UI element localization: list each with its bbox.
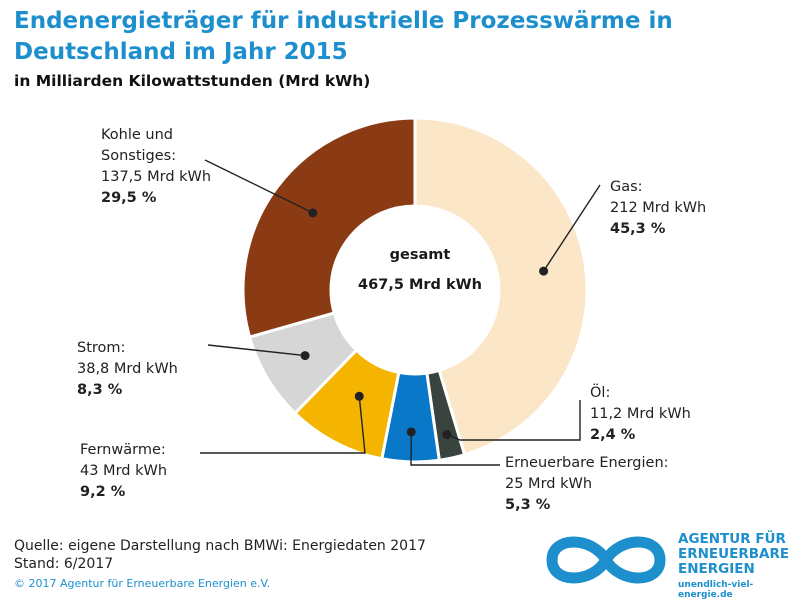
label-kohle: Kohle und Sonstiges: 137,5 Mrd kWh 29,5 … [101,125,211,209]
label-oel-name: Öl: [590,385,611,401]
logo-line2: ERNEUERBARE [678,546,790,562]
logo-line1: AGENTUR FÜR [678,531,786,547]
label-kohle-name2: Sonstiges: [101,148,177,164]
status-date: Stand: 6/2017 [14,556,114,572]
label-erneuerbare-name: Erneuerbare Energien: [505,455,669,471]
chart-title: Endenergieträger für industrielle Prozes… [14,8,673,65]
label-oel-value: 11,2 Mrd kWh [590,406,691,422]
label-fernwaerme-value: 43 Mrd kWh [80,463,168,479]
leader-dot-erneuerbare [406,427,416,437]
label-erneuerbare-percent: 5,3 % [505,497,551,513]
label-erneuerbare-value: 25 Mrd kWh [505,476,593,492]
label-kohle-percent: 29,5 % [101,190,157,206]
leader-line-fernwaerme [200,396,366,454]
logo-url: unendlich-viel-energie.de [678,580,754,600]
logo-text: AGENTUR FÜR ERNEUERBARE ENERGIEN [678,532,789,577]
center-value: 467,5 Mrd kWh [358,277,482,293]
label-strom: Strom: 38,8 Mrd kWh 8,3 % [77,338,178,401]
slice-kohle [241,116,417,339]
chart-subtitle: in Milliarden Kilowattstunden (Mrd kWh) [14,72,371,90]
source-note: Quelle: eigene Darstellung nach BMWi: En… [14,537,426,573]
label-strom-value: 38,8 Mrd kWh [77,361,178,377]
leader-dot-gas [539,266,549,276]
leader-dot-strom [300,351,310,361]
leader-line-strom [207,344,306,357]
label-gas-percent: 45,3 % [610,221,666,237]
source-line: Quelle: eigene Darstellung nach BMWi: En… [14,538,426,554]
label-kohle-value: 137,5 Mrd kWh [101,169,212,185]
label-gas-name: Gas: [610,179,643,195]
label-gas: Gas: 212 Mrd kWh 45,3 % [610,177,706,240]
leader-dot-fernwaerme [354,391,364,401]
leader-line-kohle [204,159,314,214]
label-fernwaerme-percent: 9,2 % [80,484,126,500]
label-strom-percent: 8,3 % [77,382,123,398]
leader-line-oel [446,400,581,441]
leader-line-gas [543,184,601,272]
label-erneuerbare: Erneuerbare Energien: 25 Mrd kWh 5,3 % [505,453,669,516]
leader-line-erneuerbare [410,431,500,466]
infinity-icon [546,536,666,584]
label-gas-value: 212 Mrd kWh [610,200,707,216]
logo-line3: ENERGIEN [678,561,755,577]
label-strom-name: Strom: [77,340,126,356]
label-fernwaerme-name: Fernwärme: [80,442,166,458]
leader-dot-oel [442,430,452,440]
copyright: © 2017 Agentur für Erneuerbare Energien … [14,577,271,590]
leader-dot-kohle [308,208,318,218]
label-fernwaerme: Fernwärme: 43 Mrd kWh 9,2 % [80,440,167,503]
label-oel-percent: 2,4 % [590,427,636,443]
center-label: gesamt [389,247,451,263]
label-oel: Öl: 11,2 Mrd kWh 2,4 % [590,383,691,446]
label-kohle-name1: Kohle und [101,127,173,143]
slice-gas [413,116,589,457]
donut-center-total: gesamt 467,5 Mrd kWh [340,240,500,300]
